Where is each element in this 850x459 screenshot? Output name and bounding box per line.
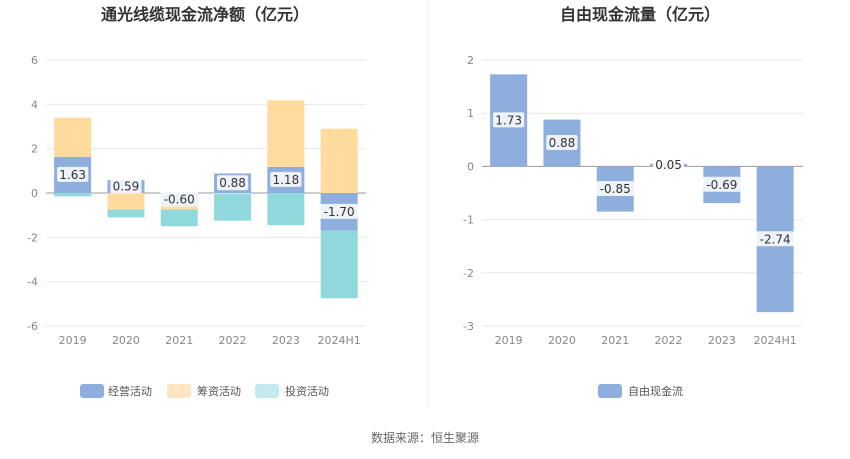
data-label: -0.69: [706, 178, 737, 192]
y-tick-label: 2: [31, 143, 38, 156]
data-label-bg: [270, 171, 302, 187]
data-label: -1.70: [324, 205, 355, 219]
data-label-bg: [320, 203, 359, 219]
bar-投资活动: [54, 193, 92, 197]
data-source-label: 数据来源：恒生聚源: [371, 430, 479, 445]
data-label: 1.73: [495, 113, 522, 127]
bar-投资活动: [107, 209, 145, 218]
bar-筹资活动: [320, 128, 358, 193]
x-tick-label: 2021: [601, 334, 629, 347]
cash-flow-net-chart: 通光线缆现金流净额（亿元） 6 4 2 0 -2 -4 -6 1.63 0.59 -0.60 0.…: [27, 5, 366, 398]
x-tick-label: 2022: [655, 334, 683, 347]
data-label: -2.74: [760, 232, 791, 246]
data-label-bg: [160, 191, 199, 207]
x-tick-label: 2021: [165, 334, 193, 347]
x-tick-label: 2020: [112, 334, 140, 347]
x-tick-label: 2022: [219, 334, 247, 347]
y-tick-label: 4: [31, 98, 38, 111]
y-tick-label: 0: [467, 160, 474, 173]
y-tick-label: -3: [463, 320, 474, 333]
data-label-bg: [702, 176, 741, 192]
bar-筹资活动: [214, 193, 252, 195]
data-label: 1.63: [59, 168, 86, 182]
data-label: 0.88: [219, 176, 246, 190]
bar-筹资活动: [160, 206, 198, 210]
data-label: -0.60: [164, 193, 195, 207]
data-label-bg: [216, 175, 249, 191]
y-tick-label: -6: [27, 320, 38, 333]
chart-title: 自由现金流量（亿元）: [560, 5, 720, 24]
data-label-bg: [57, 166, 89, 182]
bar-筹资活动: [54, 117, 92, 157]
data-label-bg: [596, 181, 635, 197]
data-label: 0.05: [655, 158, 682, 172]
legend-label: 筹资活动: [197, 384, 241, 398]
data-label-bg: [546, 134, 578, 150]
x-tick-label: 2024H1: [754, 334, 797, 347]
x-tick-label: 2024H1: [318, 334, 361, 347]
legend-label: 经营活动: [108, 384, 152, 398]
data-label: 0.88: [549, 136, 576, 150]
bar-筹资活动: [107, 193, 145, 210]
x-tick-label: 2019: [59, 334, 87, 347]
bar-投资活动: [267, 193, 305, 226]
bar-投资活动: [160, 209, 198, 227]
data-label: -0.85: [600, 182, 631, 196]
chart-title: 通光线缆现金流净额（亿元）: [101, 5, 309, 24]
bar-投资活动: [320, 230, 358, 299]
y-tick-label: -4: [27, 276, 38, 289]
x-tick-label: 2023: [708, 334, 736, 347]
data-label: 1.18: [272, 173, 299, 187]
bar-筹资活动: [267, 100, 305, 167]
y-tick-label: 6: [31, 54, 38, 67]
legend-swatch: [167, 384, 191, 398]
data-label-bg: [756, 231, 795, 247]
x-tick-label: 2019: [495, 334, 523, 347]
y-tick-label: -1: [463, 214, 474, 227]
data-label-bg: [652, 157, 685, 173]
legend-label: 投资活动: [285, 384, 329, 398]
free-cash-flow-chart: 自由现金流量（亿元） 2 1 0 -1 -2 -3 1.73 0.88 -0.85 0.05 -0…: [463, 5, 803, 398]
legend-swatch: [255, 384, 279, 398]
data-label: 0.59: [113, 179, 140, 193]
y-tick-label: 0: [31, 187, 38, 200]
data-label-bg: [493, 112, 525, 128]
data-label-bg: [110, 178, 142, 194]
x-tick-label: 2023: [272, 334, 300, 347]
y-tick-label: 2: [467, 54, 474, 67]
y-tick-label: -2: [463, 267, 474, 280]
bar-投资活动: [214, 194, 252, 221]
legend-swatch: [80, 384, 104, 398]
y-tick-label: 1: [467, 107, 474, 120]
x-tick-label: 2020: [548, 334, 576, 347]
y-tick-label: -2: [27, 231, 38, 244]
legend-swatch: [598, 384, 622, 398]
legend-label: 自由现金流: [628, 384, 683, 398]
